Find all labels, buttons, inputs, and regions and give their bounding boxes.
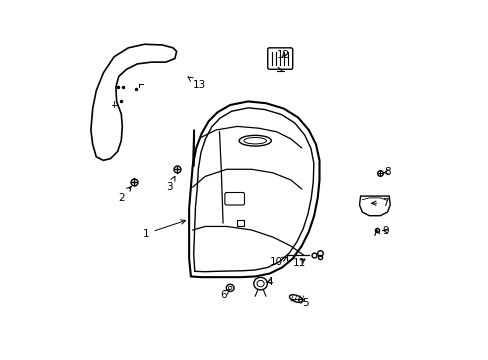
Text: 2: 2 xyxy=(118,186,131,203)
Bar xyxy=(237,220,244,226)
Text: 7: 7 xyxy=(371,198,388,208)
Text: 6: 6 xyxy=(219,289,229,300)
Text: 4: 4 xyxy=(265,277,272,287)
Text: 1: 1 xyxy=(142,220,185,239)
Text: 12: 12 xyxy=(277,50,290,60)
Text: 9: 9 xyxy=(382,226,388,236)
Text: 5: 5 xyxy=(298,298,308,308)
Text: 3: 3 xyxy=(166,176,175,192)
Text: 8: 8 xyxy=(383,167,390,177)
Text: 13: 13 xyxy=(187,77,206,90)
Text: 11: 11 xyxy=(293,258,306,268)
Text: 10: 10 xyxy=(269,257,286,267)
